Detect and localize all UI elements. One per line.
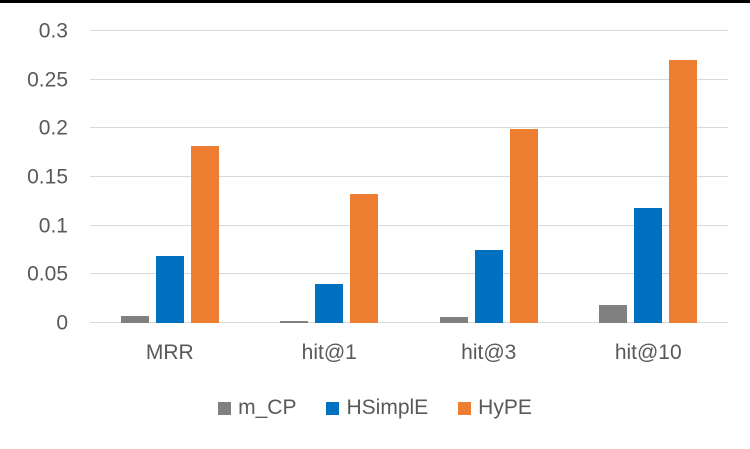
bar-hype-hit-1: [350, 193, 379, 323]
x-category-label-hit-1: hit@1: [301, 341, 357, 364]
bar-m-cp-hit-3: [439, 317, 468, 323]
bar-hype-hit-3: [509, 129, 538, 323]
legend: m_CP HSimplE HyPE: [0, 396, 750, 420]
gridline-0.15: [90, 176, 728, 177]
bar-group-hit-3: [409, 31, 569, 323]
gridline-0.2: [90, 127, 728, 129]
x-axis: MRR hit@1 hit@3 hit@10: [90, 341, 728, 365]
legend-label-m-cp: m_CP: [238, 396, 297, 419]
y-tick-label-0-25: 0.25: [27, 68, 68, 92]
gridline-0.05: [90, 273, 728, 275]
legend-item-m-cp: m_CP: [218, 396, 296, 420]
bar-hsimple-hit-10: [634, 208, 663, 323]
y-tick-label-0-3: 0.3: [38, 19, 68, 43]
y-tick-label-0-1: 0.1: [38, 214, 68, 238]
y-axis: 0 0.05 0.1 0.15 0.2 0.25 0.3: [0, 21, 68, 334]
gridline-0.1: [90, 224, 728, 226]
gridline-0.25: [90, 78, 728, 80]
bar-group-mrr: [90, 31, 250, 323]
bar-hsimple-hit-3: [474, 250, 503, 323]
bar-m-cp-mrr: [120, 316, 149, 323]
x-category-label-hit-10: hit@10: [614, 341, 682, 364]
gridline-0.3: [90, 30, 728, 31]
y-tick-label-0: 0: [56, 311, 68, 335]
bar-m-cp-hit-1: [280, 321, 309, 323]
legend-item-hype: HyPE: [458, 396, 532, 420]
legend-item-hsimple: HSimplE: [326, 396, 428, 420]
x-category-label-hit-3: hit@3: [461, 341, 517, 364]
bar-hsimple-hit-1: [315, 284, 344, 323]
plot-area: [90, 30, 728, 323]
bar-hype-hit-10: [669, 60, 698, 323]
bar-groups: [90, 31, 728, 323]
gridline-0: [90, 322, 728, 323]
bar-m-cp-hit-10: [599, 305, 628, 323]
bar-group-hit-1: [250, 31, 410, 323]
x-category-label-mrr: MRR: [145, 341, 194, 364]
legend-label-hsimple: HSimplE: [346, 396, 429, 419]
y-tick-label-0-15: 0.15: [27, 165, 68, 189]
y-tick-label-0-05: 0.05: [27, 262, 68, 286]
y-tick-label-0-2: 0.2: [38, 116, 68, 140]
bar-hype-mrr: [190, 145, 219, 323]
bar-group-hit-10: [569, 31, 729, 323]
legend-marker-icon-m-cp: [218, 401, 232, 415]
legend-marker-icon-hype: [458, 401, 472, 415]
legend-label-hype: HyPE: [478, 396, 532, 419]
top-border-line: [0, 0, 750, 3]
bar-hsimple-mrr: [155, 255, 184, 323]
legend-marker-icon-hsimple: [326, 401, 340, 415]
